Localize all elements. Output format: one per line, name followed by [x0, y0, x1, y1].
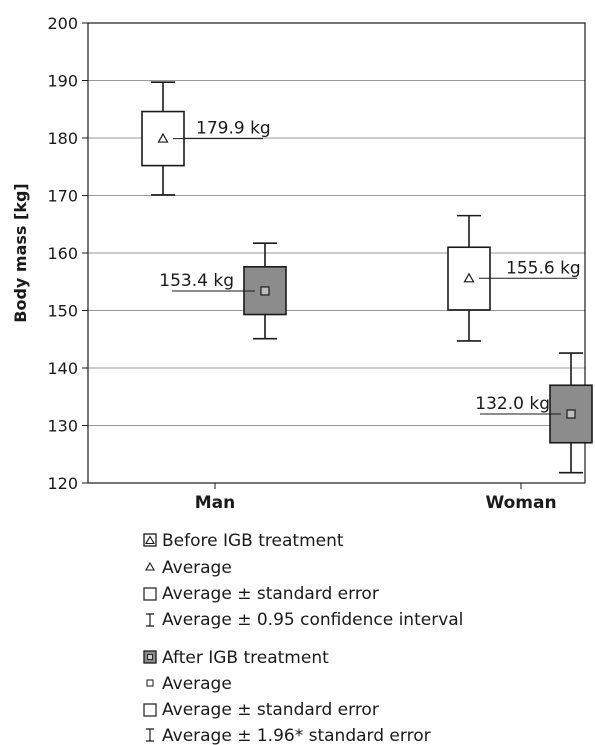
mean-value-label: 179.9 kg: [196, 119, 271, 139]
legend-after-average: Average: [162, 674, 232, 694]
mean-marker: [157, 132, 169, 143]
legend-before-whisker-icon: [146, 613, 154, 627]
legend-before-se-box-icon: [143, 587, 157, 601]
y-tick-label: 160: [47, 244, 78, 263]
y-tick-label: 130: [47, 417, 78, 436]
y-axis-label: Body mass [kg]: [11, 183, 30, 322]
mean-marker: [260, 286, 270, 296]
axes: 120 130 140 150 160 170 180 190 200 Man Woman: [47, 14, 586, 513]
legend-after-se-box-icon: [143, 703, 157, 717]
mean-marker: [566, 409, 576, 419]
legend-before-triangle-icon: [145, 535, 155, 545]
legend-after-square-icon: [147, 654, 153, 660]
legend-after-se: Average ± standard error: [162, 700, 379, 720]
y-tick-label: 200: [47, 14, 78, 33]
legend-after-average-square-icon: [146, 679, 154, 687]
y-tick-label: 180: [47, 129, 78, 148]
plot-frame: [87, 22, 586, 484]
legend-group-after: After IGB treatment Average Average ± st…: [143, 648, 431, 745]
mean-value-label: 153.4 kg: [159, 271, 234, 291]
data-labels: 179.9 kg 155.6 kg 153.4 kg 132.0 kg: [159, 119, 581, 415]
boxes: [141, 81, 593, 474]
legend-after-1-96-se: Average ± 1.96* standard error: [162, 726, 431, 745]
legend-before-se: Average ± standard error: [162, 584, 379, 604]
mean-marker: [463, 272, 475, 283]
box-before-man: [141, 81, 185, 196]
y-tick-label: 120: [47, 474, 78, 493]
y-tick-label: 190: [47, 72, 78, 91]
legend-before-average: Average: [162, 558, 232, 578]
legend-before-average-triangle-icon: [145, 561, 155, 571]
x-category-label-man: Man: [195, 493, 236, 513]
x-category-label-woman: Woman: [485, 493, 556, 513]
y-tick-label: 170: [47, 187, 78, 206]
mean-value-label: 155.6 kg: [506, 258, 581, 278]
legend-before-ci: Average ± 0.95 confidence interval: [162, 610, 463, 630]
legend-before-title: Before IGB treatment: [162, 531, 344, 551]
legend-after-title: After IGB treatment: [162, 648, 329, 668]
legend: Before IGB treatment Average Average ± s…: [143, 531, 463, 745]
legend-after-whisker-icon: [146, 728, 154, 742]
y-tick-label: 140: [47, 359, 78, 378]
mean-value-label: 132.0 kg: [475, 394, 550, 414]
box-after-woman: [549, 352, 593, 474]
legend-group-before: Before IGB treatment Average Average ± s…: [143, 531, 463, 630]
y-tick-label: 150: [47, 302, 78, 321]
